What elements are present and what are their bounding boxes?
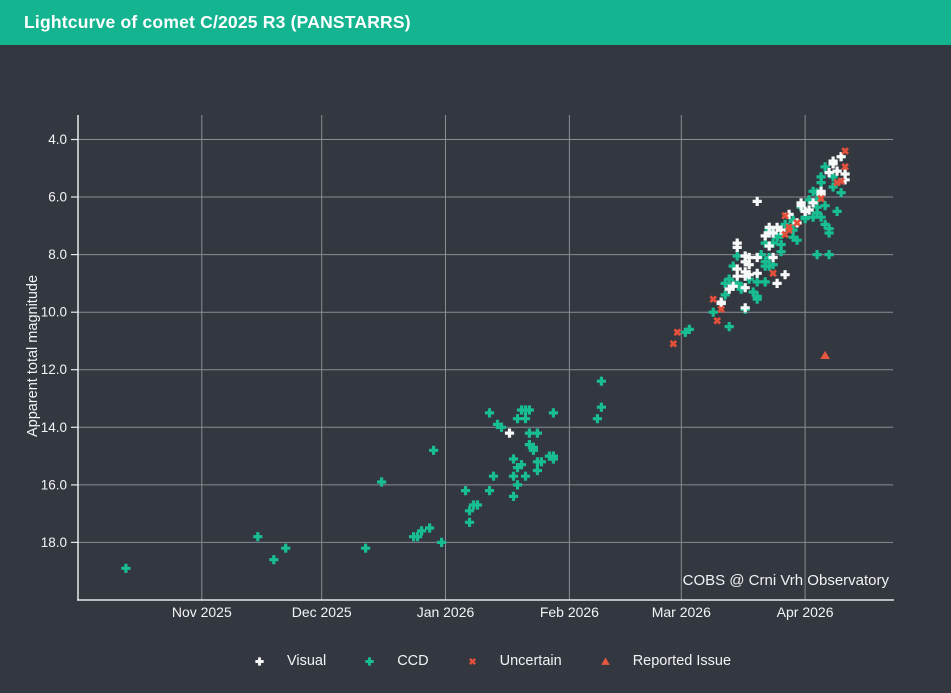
legend-item-label: Uncertain bbox=[500, 653, 562, 669]
x-tick-label: Dec 2025 bbox=[292, 604, 352, 620]
ccd-data-point bbox=[465, 518, 474, 527]
y-axis-title: Apparent total magnitude bbox=[25, 275, 41, 437]
ccd-data-point bbox=[509, 454, 518, 463]
x-tick-label: Nov 2025 bbox=[172, 604, 232, 620]
ccd-data-point bbox=[361, 544, 370, 553]
visual-data-point bbox=[505, 429, 514, 438]
legend-item-label: CCD bbox=[397, 653, 428, 669]
ccd-data-point bbox=[429, 446, 438, 455]
ccd-data-point bbox=[597, 377, 606, 386]
title-bar: Lightcurve of comet C/2025 R3 (PANSTARRS… bbox=[0, 0, 951, 45]
x-tick-label: Jan 2026 bbox=[417, 604, 475, 620]
lightcurve-chart-canvas: 4.0 6.0 8.0 10.0 12.0 14.0 16.0 18.0 Nov 2025 Dec… bbox=[0, 0, 951, 693]
ccd-data-point bbox=[817, 178, 826, 187]
visual-data-point bbox=[781, 270, 790, 279]
ccd-data-point bbox=[121, 564, 130, 573]
ccd-data-point bbox=[533, 429, 542, 438]
y-tick-label: 14.0 bbox=[41, 420, 67, 435]
visual-data-point bbox=[733, 272, 742, 281]
ccd-data-point bbox=[269, 555, 278, 564]
y-tick-label: 6.0 bbox=[48, 190, 67, 205]
ccd-data-point bbox=[821, 201, 830, 210]
y-tick-label: 8.0 bbox=[48, 247, 67, 262]
ccd-data-point bbox=[725, 322, 734, 331]
lightcurve-page: { "header": { "title": "Lightcurve of co… bbox=[0, 0, 951, 693]
ccd-data-point bbox=[521, 472, 530, 481]
ccd-data-point bbox=[533, 466, 542, 475]
legend-item-label: Reported Issue bbox=[633, 653, 731, 669]
ccd-data-point bbox=[513, 480, 522, 489]
ccd-data-point bbox=[509, 472, 518, 481]
y-tick-label: 18.0 bbox=[41, 535, 67, 550]
visual-data-point bbox=[773, 279, 782, 288]
ccd-data-point bbox=[837, 188, 846, 197]
ccd-data-point bbox=[485, 408, 494, 417]
x-tick-label: Feb 2026 bbox=[540, 604, 599, 620]
visual-marker-icon bbox=[252, 654, 267, 669]
legend-item-reported-issue: Reported Issue bbox=[598, 653, 731, 669]
legend-item-uncertain: Uncertain bbox=[465, 653, 562, 669]
y-tick-label: 4.0 bbox=[48, 132, 67, 147]
ccd-data-point bbox=[833, 207, 842, 216]
ccd-data-point bbox=[485, 486, 494, 495]
y-tick-label: 10.0 bbox=[41, 305, 67, 320]
y-tick-label: 12.0 bbox=[41, 362, 67, 377]
ccd-data-point bbox=[733, 251, 742, 260]
ccd-data-point bbox=[761, 277, 770, 286]
chart-legend: Visual CCD Uncertain Reported Issue bbox=[16, 653, 951, 669]
x-tick-label: Mar 2026 bbox=[652, 604, 711, 620]
ccd-data-point bbox=[513, 414, 522, 423]
legend-item-label: Visual bbox=[287, 653, 326, 669]
y-tick-label: 16.0 bbox=[41, 477, 67, 492]
reported-issue-marker-icon bbox=[598, 654, 613, 669]
ccd-data-point bbox=[281, 544, 290, 553]
ccd-data-point bbox=[461, 486, 470, 495]
uncertain-marker-icon bbox=[465, 654, 480, 669]
ccd-marker-icon bbox=[362, 654, 377, 669]
legend-item-ccd: CCD bbox=[362, 653, 428, 669]
ccd-data-point bbox=[253, 532, 262, 541]
ccd-data-point bbox=[597, 403, 606, 412]
ccd-data-point bbox=[813, 250, 822, 259]
visual-data-point bbox=[741, 303, 750, 312]
ccd-data-point bbox=[525, 429, 534, 438]
visual-data-point bbox=[753, 197, 762, 206]
reported-issue-data-point bbox=[820, 351, 830, 359]
x-tick-label: Apr 2026 bbox=[777, 604, 834, 620]
watermark-text: COBS @ Crni Vrh Observatory bbox=[683, 572, 889, 589]
ccd-data-point bbox=[437, 538, 446, 547]
page-title: Lightcurve of comet C/2025 R3 (PANSTARRS… bbox=[24, 12, 411, 33]
ccd-data-point bbox=[825, 250, 834, 259]
ccd-data-point bbox=[521, 414, 530, 423]
ccd-data-point bbox=[425, 523, 434, 532]
ccd-data-point bbox=[593, 414, 602, 423]
uncertain-data-point bbox=[668, 338, 679, 349]
ccd-data-point bbox=[549, 408, 558, 417]
ccd-data-point bbox=[509, 492, 518, 501]
ccd-data-point bbox=[489, 472, 498, 481]
legend-item-visual: Visual bbox=[252, 653, 326, 669]
visual-data-point bbox=[753, 269, 762, 278]
ccd-data-point bbox=[753, 277, 762, 286]
ccd-data-point bbox=[709, 308, 718, 317]
